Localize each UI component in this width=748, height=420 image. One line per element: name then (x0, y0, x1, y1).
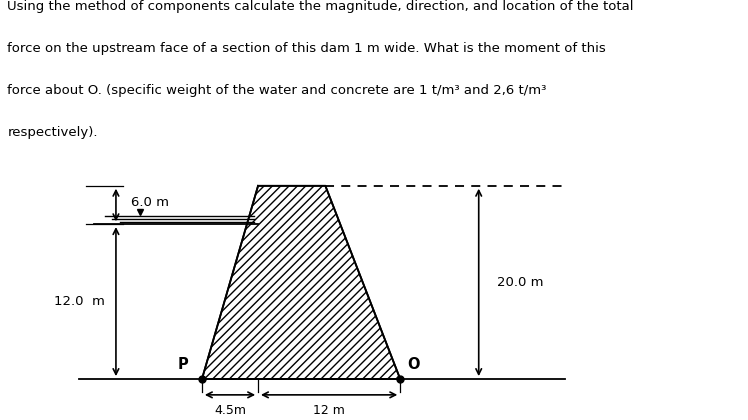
Text: 12.0  m: 12.0 m (54, 295, 105, 308)
Text: force about O. (specific weight of the water and concrete are 1 t/m³ and 2,6 t/m: force about O. (specific weight of the w… (7, 84, 547, 97)
Text: O: O (408, 357, 420, 373)
Text: 12 m: 12 m (313, 404, 345, 417)
Text: 6.0 m: 6.0 m (131, 196, 169, 209)
Text: 20.0 m: 20.0 m (497, 276, 544, 289)
Text: force on the upstream face of a section of this dam 1 m wide. What is the moment: force on the upstream face of a section … (7, 42, 606, 55)
Text: Using the method of components calculate the magnitude, direction, and location : Using the method of components calculate… (7, 0, 634, 13)
Polygon shape (202, 186, 400, 379)
Text: P: P (178, 357, 188, 373)
Text: 4.5m: 4.5m (214, 404, 246, 417)
Text: respectively).: respectively). (7, 126, 98, 139)
